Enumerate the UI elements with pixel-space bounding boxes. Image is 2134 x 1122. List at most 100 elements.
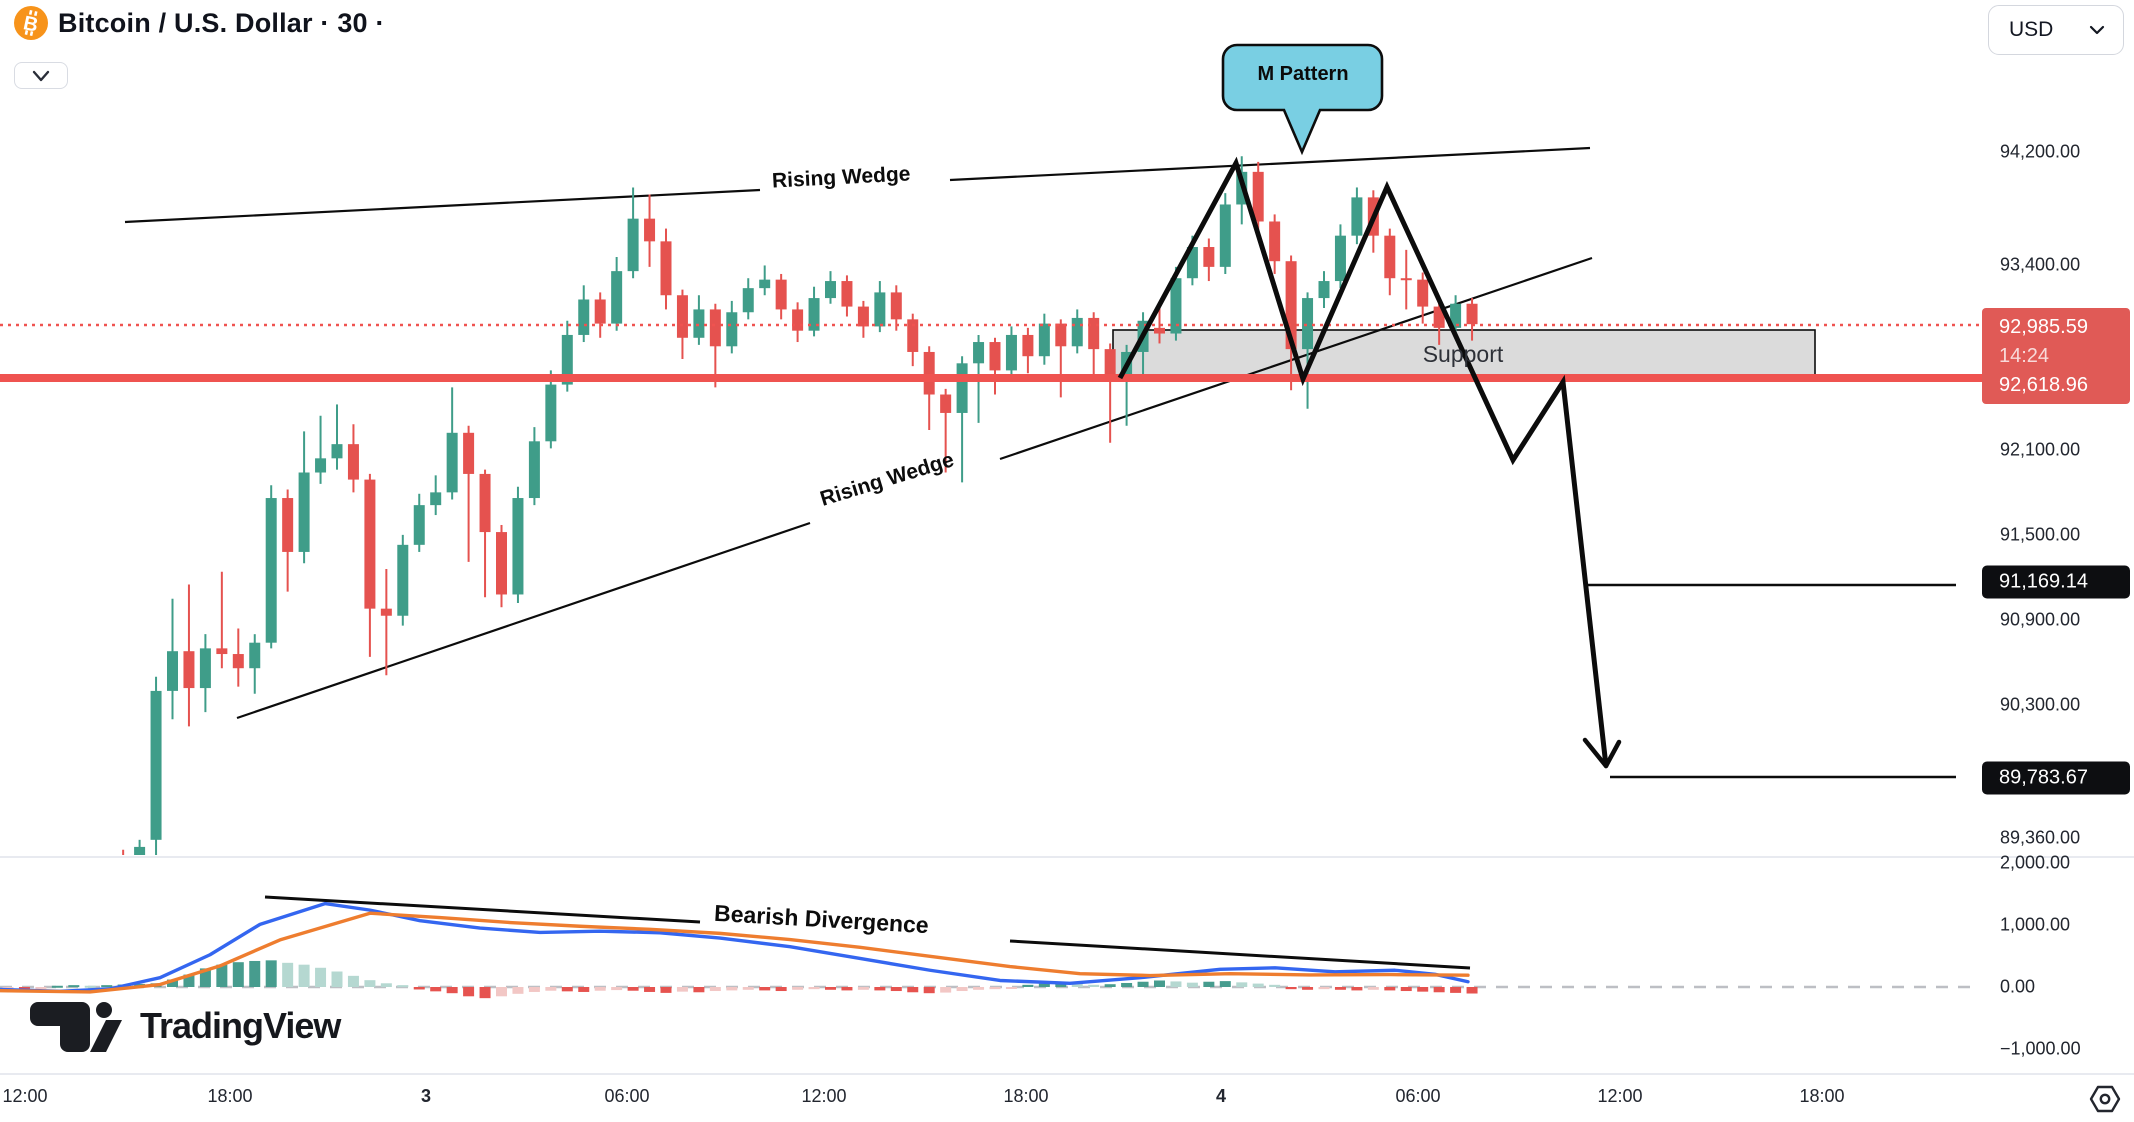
candle (249, 642, 261, 669)
support-price-line (0, 374, 1984, 382)
m-pattern-callout-label[interactable]: M Pattern (1257, 63, 1349, 85)
m-pattern-callout (1221, 43, 1384, 156)
candle (1203, 247, 1215, 267)
candle (644, 218, 656, 242)
candle (940, 394, 952, 413)
time-tick: 12:00 (2, 1086, 48, 1106)
candle (380, 608, 392, 616)
indicator-tick: −1,000.00 (2000, 1038, 2081, 1059)
candle (331, 444, 343, 459)
time-tick: 12:00 (801, 1086, 847, 1106)
current-price-tag: 92,985.59 14:24 92,618.96 (1982, 308, 2130, 405)
candle (1302, 298, 1314, 350)
candle (347, 444, 359, 480)
candle (1219, 204, 1231, 267)
price-tick: 92,100.00 (2000, 439, 2081, 460)
m-pattern-callout-bubble[interactable] (1221, 43, 1384, 156)
candle (1285, 261, 1297, 350)
symbol-header[interactable]: B Bitcoin / U.S. Dollar · 30 · (14, 6, 385, 40)
candle (446, 432, 458, 493)
price-tick: 93,400.00 (2000, 254, 2081, 275)
time-tick: 18:00 (1799, 1086, 1845, 1106)
candle (479, 473, 491, 533)
candle (101, 868, 112, 881)
candle (397, 544, 409, 616)
arrowhead (1603, 739, 1622, 769)
pane-separators (0, 856, 2134, 1075)
candle (1318, 281, 1330, 299)
candle (298, 472, 310, 552)
candle (3, 932, 14, 946)
m-pattern-drawing[interactable] (1117, 156, 1956, 779)
axis-settings-icon[interactable] (2088, 1084, 2122, 1119)
candle (232, 654, 244, 669)
candle (726, 312, 738, 347)
price-tick: 90,300.00 (2000, 694, 2081, 715)
candle (52, 897, 63, 910)
support-zone-label[interactable]: Support (1422, 341, 1504, 367)
candle (413, 505, 425, 545)
candle (923, 351, 935, 395)
candle (775, 279, 787, 310)
candle (676, 295, 688, 338)
candle (1022, 334, 1034, 357)
candle (890, 292, 902, 320)
tradingview-logo-text: TradingView (140, 1005, 341, 1046)
time-tick: 4 (1215, 1086, 1227, 1106)
time-tick: 3 (420, 1086, 432, 1106)
candle (742, 288, 754, 313)
candle (841, 281, 853, 307)
candle (1450, 303, 1462, 328)
indicator-tick: 2,000.00 (2000, 852, 2071, 873)
currency-dropdown[interactable]: USD (1988, 5, 2124, 55)
candle (1186, 247, 1198, 279)
candle (857, 306, 869, 327)
candle (545, 384, 557, 442)
symbol-expand-button[interactable] (14, 62, 68, 89)
candle (1400, 278, 1412, 281)
current-price-value: 92,985.59 (1999, 315, 2088, 338)
candlestick-series (3, 156, 1478, 946)
symbol-title[interactable]: Bitcoin / U.S. Dollar · 30 · (58, 7, 385, 38)
candle (35, 909, 46, 943)
macd-signal-line (0, 911, 1470, 994)
candle (874, 292, 886, 327)
price-tick: 89,360.00 (2000, 827, 2081, 848)
candle (19, 932, 30, 943)
tradingview-logo[interactable]: TradingView (26, 998, 341, 1054)
candle (1005, 334, 1017, 371)
candle (792, 309, 804, 331)
candle (1334, 235, 1346, 282)
candle (68, 897, 79, 904)
time-tick: 18:00 (1003, 1086, 1049, 1106)
candle (1433, 306, 1445, 328)
indicator-tick: 1,000.00 (2000, 914, 2071, 935)
candle (627, 218, 639, 272)
candle (1417, 279, 1429, 307)
candle (167, 651, 178, 691)
chevron-down-icon (32, 70, 50, 81)
price-level-lines[interactable] (0, 323, 1984, 382)
candle (1104, 349, 1116, 375)
candle (709, 309, 721, 347)
level-price-value: 92,618.96 (1999, 373, 2088, 396)
candle (1154, 327, 1165, 334)
candle (118, 868, 129, 875)
time-tick: 12:00 (1597, 1086, 1643, 1106)
candle (956, 363, 968, 413)
candle (660, 241, 672, 296)
candle (1038, 323, 1050, 357)
bar-countdown: 14:24 (1999, 344, 2050, 367)
target-price-tag: 91,169.14 (1982, 565, 2130, 599)
candle (364, 479, 376, 609)
target-price-tag: 89,783.67 (1982, 761, 2130, 795)
time-tick: 18:00 (207, 1086, 253, 1106)
candle (216, 648, 228, 655)
candle (578, 299, 590, 335)
candle (594, 299, 606, 324)
target-price-value: 89,783.67 (1999, 766, 2088, 789)
candle (989, 342, 1001, 371)
arrowhead (1582, 737, 1609, 769)
